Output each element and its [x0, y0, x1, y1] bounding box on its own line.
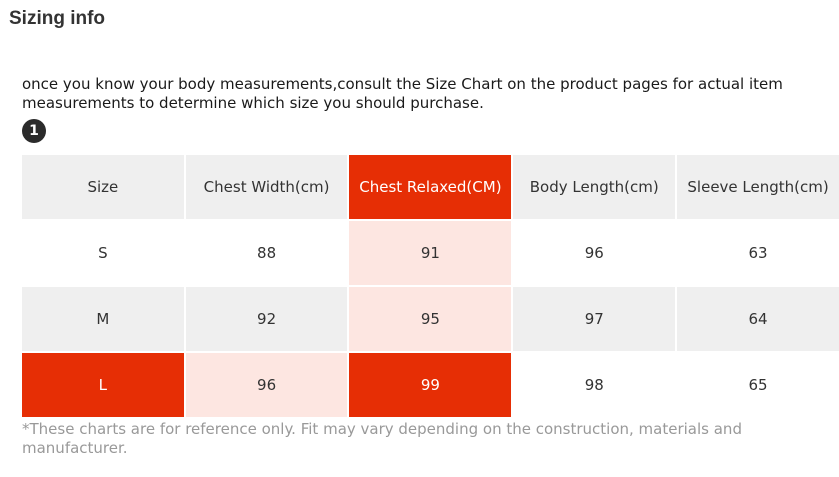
table-row-m: M 92 95 97 64: [22, 287, 839, 351]
table-cell: 98: [513, 353, 676, 417]
table-cell: 96: [513, 221, 676, 285]
header-chest-relaxed: Chest Relaxed(CM): [349, 155, 512, 219]
table-cell: M: [22, 287, 184, 351]
table-cell: 63: [677, 221, 839, 285]
table-cell: 92: [185, 287, 348, 351]
table-cell: 88: [185, 221, 348, 285]
step-number-badge: 1: [22, 119, 46, 143]
table-cell: L: [22, 353, 184, 417]
table-cell: 91: [349, 221, 512, 285]
table-cell: 64: [677, 287, 839, 351]
footnote: *These charts are for reference only. Fi…: [22, 420, 742, 457]
table-cell: 96: [185, 353, 348, 417]
table-row-l: L 96 99 98 65: [22, 353, 839, 417]
header-chest-width: Chest Width(cm): [185, 155, 348, 219]
table-cell: 65: [677, 353, 839, 417]
header-size: Size: [22, 155, 184, 219]
table-cell: 95: [349, 287, 512, 351]
table-cell: 99: [349, 353, 512, 417]
table-header-row: Size Chest Width(cm) Chest Relaxed(CM) B…: [22, 155, 839, 219]
table-cell: S: [22, 221, 184, 285]
size-chart-table: Size Chest Width(cm) Chest Relaxed(CM) B…: [20, 153, 839, 419]
table-row-s: S 88 91 96 63: [22, 221, 839, 285]
header-body-length: Body Length(cm): [513, 155, 676, 219]
header-sleeve-length: Sleeve Length(cm): [677, 155, 839, 219]
page-title: Sizing info: [9, 8, 106, 29]
table-cell: 97: [513, 287, 676, 351]
intro-text: once you know your body measurements,con…: [22, 75, 783, 112]
